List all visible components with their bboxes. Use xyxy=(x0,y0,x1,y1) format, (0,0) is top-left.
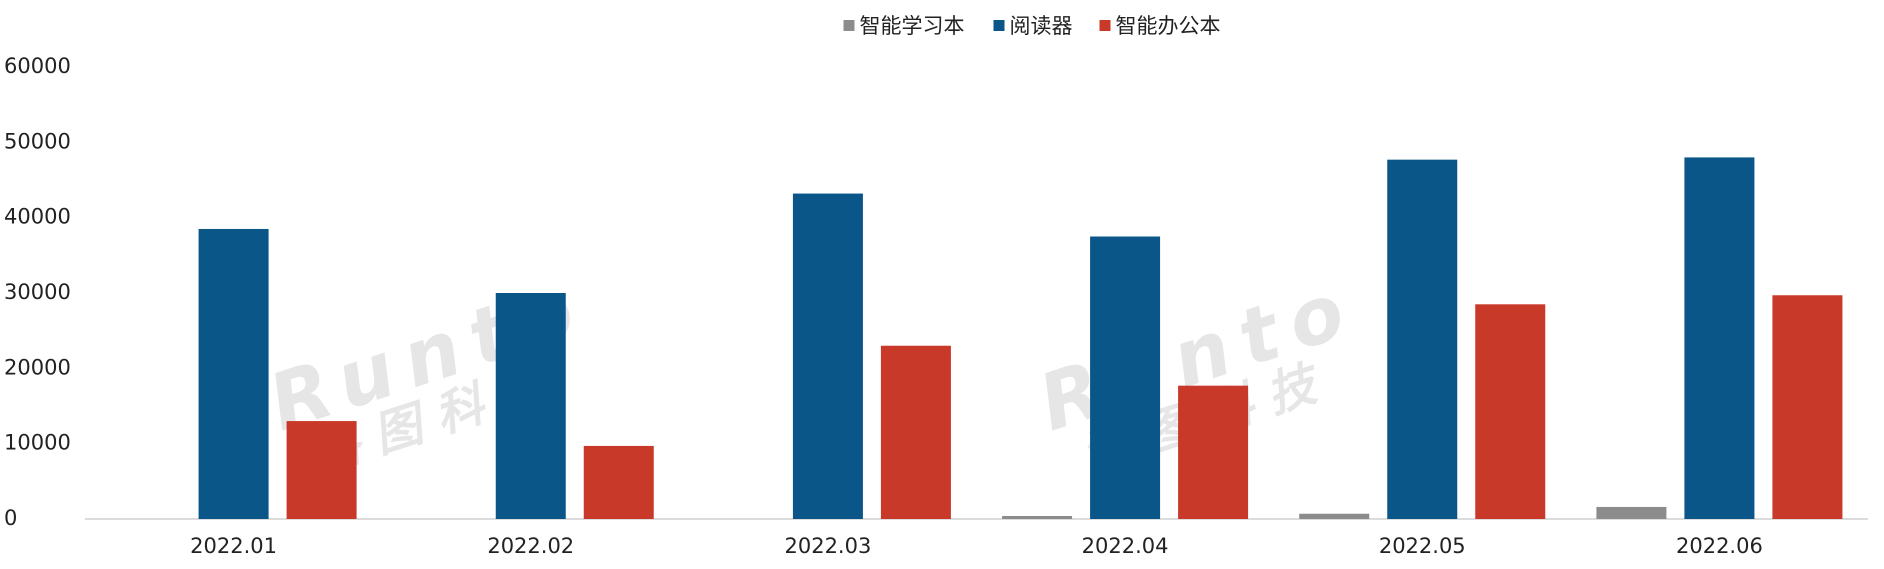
bar xyxy=(495,293,566,519)
x-tick-label: 2022.04 xyxy=(1082,534,1169,558)
legend-label: 智能办公本 xyxy=(1116,14,1221,38)
y-tick-label: 0 xyxy=(4,506,17,530)
y-tick-label: 60000 xyxy=(4,54,71,78)
bar xyxy=(880,345,951,519)
bar xyxy=(1684,157,1755,519)
x-tick-label: 2022.01 xyxy=(190,534,277,558)
x-tick-label: 2022.06 xyxy=(1676,534,1763,558)
y-tick-label: 10000 xyxy=(4,431,71,455)
bar xyxy=(286,421,357,519)
bar xyxy=(1475,304,1546,519)
bar xyxy=(1178,385,1249,519)
bar xyxy=(1090,236,1161,519)
bar xyxy=(1772,295,1843,519)
bar xyxy=(1299,513,1370,519)
bar xyxy=(792,193,863,519)
bar xyxy=(1596,506,1667,519)
legend-swatch xyxy=(993,20,1005,31)
y-tick-label: 20000 xyxy=(4,355,71,379)
x-tick-label: 2022.02 xyxy=(487,534,574,558)
y-tick-label: 30000 xyxy=(4,280,71,304)
legend-label: 智能学习本 xyxy=(860,14,965,38)
bar xyxy=(583,445,654,519)
y-tick-label: 50000 xyxy=(4,129,71,153)
x-tick-label: 2022.05 xyxy=(1379,534,1466,558)
x-tick-label: 2022.03 xyxy=(784,534,871,558)
legend-label: 阅读器 xyxy=(1010,14,1073,38)
bar xyxy=(198,228,269,519)
y-tick-label: 40000 xyxy=(4,205,71,229)
bar xyxy=(1387,159,1458,519)
legend-swatch xyxy=(843,20,855,31)
legend-swatch xyxy=(1099,20,1111,31)
bar xyxy=(1002,515,1073,519)
